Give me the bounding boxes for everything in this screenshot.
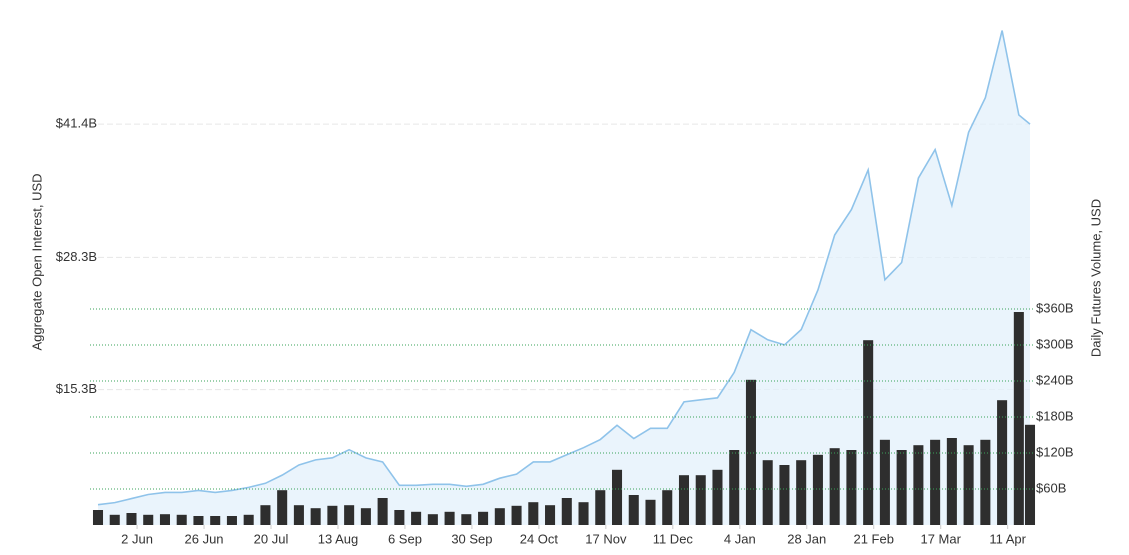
volume-bar bbox=[879, 439, 890, 525]
volume-bar bbox=[812, 454, 823, 525]
volume-bar bbox=[193, 516, 204, 525]
volume-bar bbox=[712, 469, 723, 525]
y-axis-title: Aggregate Open Interest, USD bbox=[29, 173, 44, 350]
volume-bar bbox=[729, 450, 740, 525]
volume-bar bbox=[92, 510, 104, 525]
y-tick-label: $41.4B bbox=[56, 116, 97, 131]
x-tick-label: 28 Jan bbox=[787, 531, 826, 546]
x-tick-label: 21 Feb bbox=[853, 531, 893, 546]
volume-bar bbox=[578, 502, 589, 525]
volume-bar bbox=[461, 514, 472, 525]
x-tick-label: 17 Mar bbox=[920, 531, 961, 546]
volume-bar bbox=[779, 465, 790, 525]
volume-bar bbox=[796, 460, 807, 525]
volume-bar bbox=[863, 340, 874, 525]
volume-bar bbox=[226, 516, 237, 525]
y2-tick-label: $180B bbox=[1036, 408, 1074, 423]
volume-bar bbox=[1024, 424, 1036, 525]
volume-bar bbox=[394, 510, 405, 525]
volume-bar bbox=[1013, 312, 1024, 525]
volume-bar bbox=[997, 400, 1008, 525]
x-tick-label: 24 Oct bbox=[520, 531, 559, 546]
volume-bar bbox=[360, 508, 371, 525]
y2-tick-label: $60B bbox=[1036, 480, 1066, 495]
volume-bar bbox=[829, 448, 840, 525]
volume-bar bbox=[963, 445, 974, 525]
volume-bar bbox=[243, 514, 254, 525]
volume-bar bbox=[511, 505, 522, 525]
volume-bar bbox=[176, 514, 187, 525]
volume-bar bbox=[662, 490, 673, 525]
volume-bar bbox=[846, 450, 857, 525]
volume-bar bbox=[913, 445, 924, 525]
volume-bar bbox=[645, 499, 656, 525]
volume-bar bbox=[695, 475, 706, 525]
x-tick-label: 2 Jun bbox=[121, 531, 153, 546]
y2-tick-label: $120B bbox=[1036, 444, 1074, 459]
volume-bar bbox=[143, 514, 154, 525]
volume-bar bbox=[628, 495, 639, 525]
x-tick-label: 4 Jan bbox=[724, 531, 756, 546]
x-tick-label: 30 Sep bbox=[451, 531, 492, 546]
volume-bar bbox=[444, 511, 455, 525]
volume-bar bbox=[293, 505, 304, 525]
y-tick-label: $28.3B bbox=[56, 249, 97, 264]
volume-bar bbox=[109, 514, 120, 525]
volume-bar bbox=[611, 469, 623, 525]
volume-bar bbox=[427, 514, 438, 525]
volume-bar bbox=[210, 516, 221, 525]
y2-tick-label: $240B bbox=[1036, 372, 1074, 387]
x-tick-label: 11 Apr bbox=[989, 531, 1026, 546]
x-tick-label: 13 Aug bbox=[318, 531, 359, 546]
volume-bar bbox=[896, 450, 907, 525]
y2-tick-label: $360B bbox=[1036, 300, 1074, 315]
volume-bar bbox=[762, 460, 773, 525]
volume-bar bbox=[528, 502, 539, 525]
x-tick-label: 6 Sep bbox=[388, 531, 422, 546]
y2-tick-label: $300B bbox=[1036, 336, 1074, 351]
volume-bar bbox=[545, 505, 556, 525]
y2-axis-title: Daily Futures Volume, USD bbox=[1088, 199, 1103, 357]
volume-bar bbox=[260, 505, 271, 525]
volume-bar bbox=[377, 498, 388, 525]
x-tick-label: 26 Jun bbox=[185, 531, 224, 546]
volume-bar bbox=[126, 513, 137, 525]
volume-bar bbox=[411, 511, 422, 525]
volume-bar bbox=[277, 490, 288, 525]
volume-bar bbox=[327, 505, 338, 525]
volume-bar bbox=[561, 498, 572, 525]
volume-bar bbox=[595, 490, 606, 525]
volume-bar bbox=[494, 508, 505, 525]
y-tick-label: $15.3B bbox=[56, 381, 97, 396]
volume-bar bbox=[478, 511, 489, 525]
volume-bar bbox=[745, 379, 756, 525]
volume-bar bbox=[678, 475, 690, 525]
volume-bar bbox=[946, 438, 957, 525]
x-tick-label: 11 Dec bbox=[653, 531, 694, 546]
volume-bar bbox=[344, 505, 355, 525]
open-interest-line bbox=[97, 30, 1031, 506]
volume-bar bbox=[930, 439, 941, 525]
x-tick-label: 17 Nov bbox=[585, 531, 627, 546]
x-tick-label: 20 Jul bbox=[254, 531, 289, 546]
volume-bar bbox=[159, 514, 170, 525]
volume-bar bbox=[310, 508, 321, 525]
area-fill bbox=[98, 30, 1030, 526]
volume-bar bbox=[980, 439, 991, 525]
